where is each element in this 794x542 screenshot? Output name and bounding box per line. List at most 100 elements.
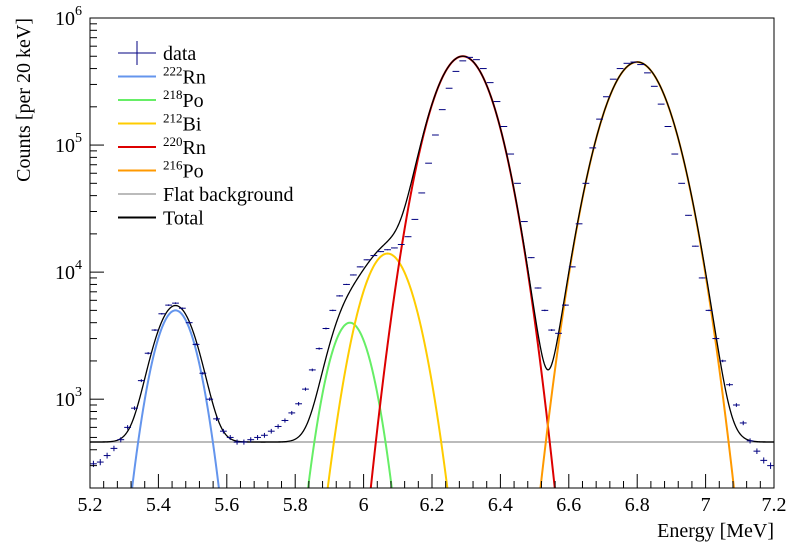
data-point (753, 448, 761, 455)
legend-label-main: Po (183, 161, 204, 183)
data-point (370, 255, 378, 257)
legend-label-main: data (163, 43, 196, 65)
x-tick-label: 7.2 (762, 494, 787, 516)
legend-label-po218: 218Po (163, 87, 204, 112)
y-tick-label: 106 (55, 4, 82, 30)
data-point (281, 418, 289, 423)
data-point (206, 397, 214, 401)
data-point (520, 221, 528, 223)
data-point (117, 437, 125, 443)
data-point (329, 309, 337, 312)
legend-label-sup: 222 (163, 64, 183, 79)
y-tick-base: 10 (55, 8, 75, 30)
data-point (561, 304, 569, 306)
legend-item-data: data (118, 41, 196, 65)
data-point (568, 266, 576, 268)
x-axis: 5.2 5.4 5.6 5.8 6 6.2 6.4 6.6 6.8 7 7.2 (78, 474, 787, 516)
x-tick-label: 6 (359, 494, 369, 516)
legend-label-main: Po (183, 90, 204, 112)
data-point (698, 277, 706, 279)
y-tick-label: 105 (55, 131, 82, 157)
data-point (322, 327, 330, 330)
data-point (96, 459, 104, 466)
data-point (185, 321, 193, 324)
data-point (315, 347, 323, 350)
legend-item-flat: Flat background (118, 184, 294, 206)
legend-label-main: Total (163, 208, 204, 230)
data-point (726, 383, 733, 387)
data-point (110, 445, 118, 452)
legend-label-rn220: 220Rn (163, 134, 206, 159)
y-tick-label: 103 (55, 385, 82, 411)
legend-item-po218: 218Po (118, 87, 204, 112)
data-point (131, 406, 138, 411)
x-tick-label: 5.4 (146, 494, 171, 516)
data-point (760, 457, 768, 464)
legend-label-main: Rn (183, 67, 206, 89)
data-point (199, 371, 207, 375)
data-point (384, 249, 391, 251)
data-point (548, 329, 556, 331)
data-point (390, 247, 398, 249)
legend-label-sup: 212 (163, 111, 183, 126)
x-tick-label: 6.2 (420, 494, 445, 516)
data-point (767, 462, 774, 469)
legend-label-sup: 218 (163, 87, 183, 102)
data-point (719, 359, 727, 363)
legend-label-main: Flat background (163, 184, 294, 206)
legend-label-bi212: 212Bi (163, 111, 202, 136)
x-axis-title: Energy [MeV] (657, 520, 774, 542)
legend-label-sup: 216 (163, 158, 183, 173)
data-point (158, 312, 166, 315)
data-point (137, 379, 145, 383)
data-point (527, 257, 535, 259)
data-point (343, 283, 350, 286)
data-point (261, 432, 268, 438)
data-point (541, 309, 549, 312)
legend-item-bi212: 212Bi (118, 111, 202, 136)
data-point (233, 439, 241, 445)
data-point (685, 214, 692, 216)
x-tick-label: 6.4 (488, 494, 513, 516)
legend-label-sup: 220 (163, 134, 183, 149)
data-point (411, 218, 419, 220)
y-tick-exponent: 3 (75, 385, 82, 400)
data-point (739, 420, 747, 426)
data-point (691, 245, 699, 247)
data-point (288, 410, 296, 415)
data-point (274, 424, 282, 429)
data-point (178, 307, 186, 309)
legend-label-rn222: 222Rn (163, 64, 206, 89)
data-point (575, 223, 583, 225)
data-point (219, 428, 227, 434)
legend-label-main: Rn (183, 137, 206, 159)
legend-label-po216: 216Po (163, 158, 204, 183)
data-point (267, 428, 275, 434)
y-tick-label: 104 (55, 258, 82, 284)
y-tick-base: 10 (55, 135, 75, 157)
legend-item-po216: 216Po (118, 158, 204, 183)
data-point (295, 401, 303, 406)
data-point (151, 329, 159, 331)
curve-bi212 (326, 252, 449, 488)
data-point (103, 452, 111, 459)
plot-area (90, 55, 774, 488)
data-point (705, 309, 713, 312)
data-point (308, 368, 316, 372)
data-point (377, 251, 385, 253)
data-point (732, 403, 740, 407)
legend-label-data: data (163, 43, 196, 65)
legend-item-rn220: 220Rn (118, 134, 206, 159)
x-tick-label: 5.8 (283, 494, 308, 516)
data-point (192, 343, 200, 346)
legend-label-flat: Flat background (163, 184, 294, 206)
data-point (302, 387, 309, 391)
data-point (534, 287, 542, 289)
data-point (404, 236, 412, 238)
x-tick-label: 6.8 (625, 494, 650, 516)
data-point (746, 438, 754, 444)
data-point (172, 302, 179, 304)
data-point (124, 425, 132, 430)
